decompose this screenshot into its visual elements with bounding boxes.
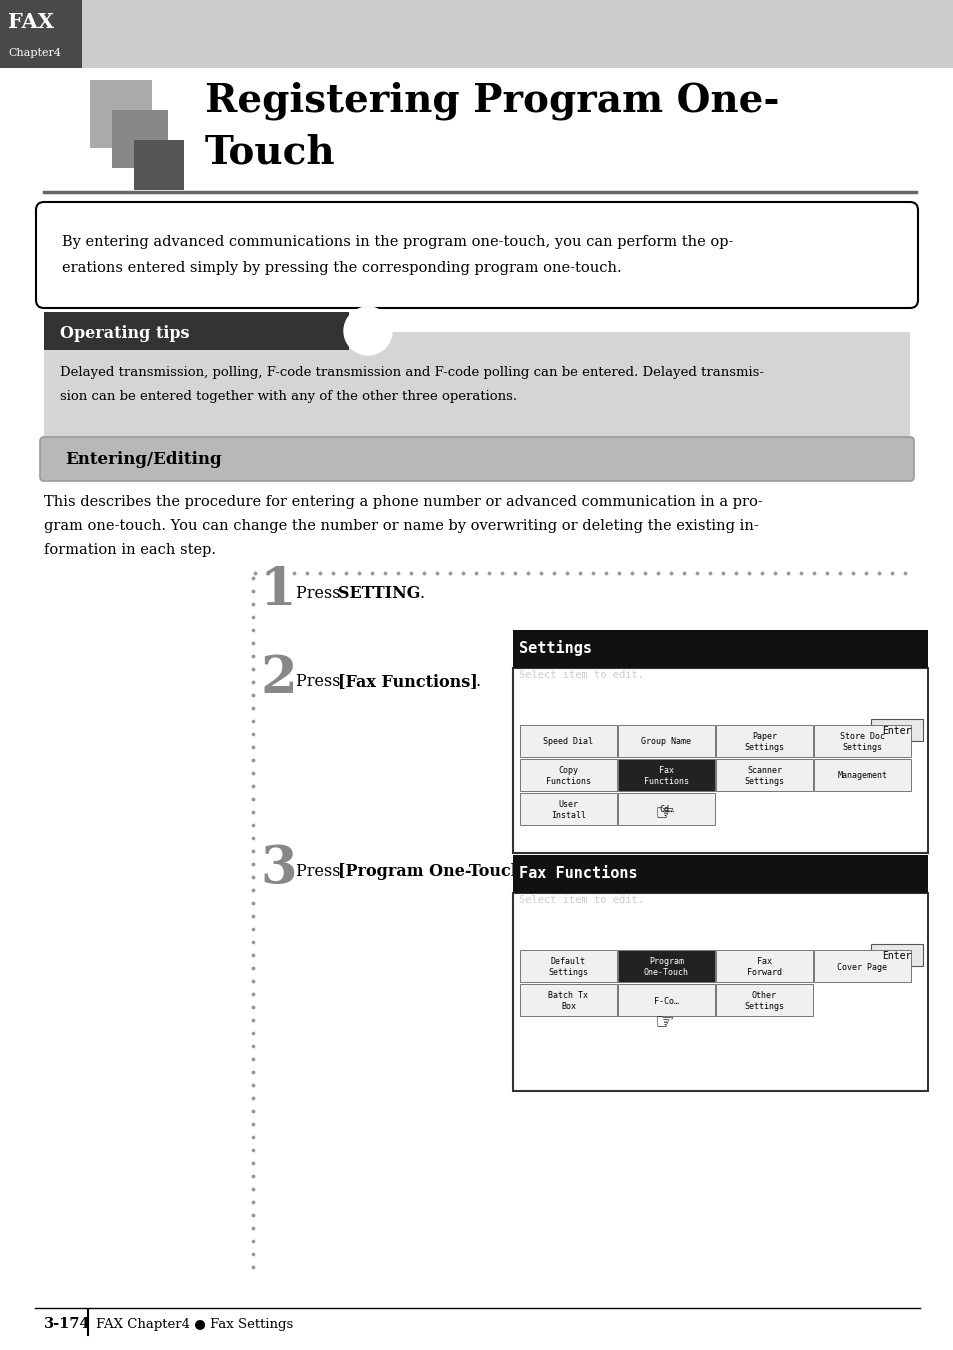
Text: Settings: Settings: [518, 640, 592, 656]
Text: 3: 3: [260, 842, 296, 894]
Text: [Fax Functions]: [Fax Functions]: [337, 674, 477, 690]
FancyBboxPatch shape: [513, 892, 927, 1091]
Text: This describes the procedure for entering a phone number or advanced communicati: This describes the procedure for enterin…: [44, 495, 762, 509]
Text: Press: Press: [295, 585, 345, 602]
Text: Entering/Editing: Entering/Editing: [65, 451, 221, 468]
Text: SETTING: SETTING: [337, 585, 420, 602]
FancyBboxPatch shape: [716, 759, 812, 791]
Text: Scanner
Settings: Scanner Settings: [743, 767, 783, 786]
Text: Fax
Forward: Fax Forward: [746, 957, 781, 976]
FancyBboxPatch shape: [90, 80, 152, 148]
Text: 1: 1: [260, 566, 296, 616]
Text: ☞: ☞: [654, 1012, 673, 1033]
FancyBboxPatch shape: [40, 437, 913, 481]
FancyBboxPatch shape: [0, 0, 82, 68]
Text: Default
Settings: Default Settings: [548, 957, 588, 976]
FancyBboxPatch shape: [519, 950, 617, 981]
Text: 3-174: 3-174: [44, 1318, 91, 1331]
Text: Other
Settings: Other Settings: [743, 991, 783, 1011]
FancyBboxPatch shape: [44, 332, 909, 440]
FancyBboxPatch shape: [513, 855, 927, 892]
Circle shape: [344, 306, 392, 355]
FancyBboxPatch shape: [716, 725, 812, 757]
Text: .: .: [476, 674, 480, 690]
FancyBboxPatch shape: [813, 950, 910, 981]
FancyBboxPatch shape: [813, 725, 910, 757]
FancyBboxPatch shape: [618, 792, 714, 825]
FancyBboxPatch shape: [618, 984, 714, 1017]
FancyBboxPatch shape: [618, 725, 714, 757]
Text: Management: Management: [837, 771, 886, 780]
Text: Paper
Settings: Paper Settings: [743, 732, 783, 752]
FancyBboxPatch shape: [112, 109, 168, 167]
FancyBboxPatch shape: [716, 950, 812, 981]
Text: Select item to edit.: Select item to edit.: [518, 670, 643, 680]
Text: Chapter4: Chapter4: [8, 49, 61, 58]
Text: formation in each step.: formation in each step.: [44, 543, 215, 558]
FancyBboxPatch shape: [813, 759, 910, 791]
Text: gram one-touch. You can change the number or name by overwriting or deleting the: gram one-touch. You can change the numbe…: [44, 518, 758, 533]
FancyBboxPatch shape: [870, 944, 923, 967]
FancyBboxPatch shape: [716, 984, 812, 1017]
FancyBboxPatch shape: [519, 792, 617, 825]
Text: Program
One-Touch: Program One-Touch: [643, 957, 688, 976]
FancyBboxPatch shape: [519, 725, 617, 757]
FancyBboxPatch shape: [513, 630, 927, 668]
FancyBboxPatch shape: [44, 312, 349, 350]
FancyBboxPatch shape: [618, 759, 714, 791]
Text: FAX Chapter4 ● Fax Settings: FAX Chapter4 ● Fax Settings: [96, 1318, 293, 1331]
Text: Delayed transmission, polling, F-code transmission and F-code polling can be ent: Delayed transmission, polling, F-code tr…: [60, 366, 763, 379]
Text: FAX: FAX: [8, 12, 54, 32]
Text: Registering Program One-: Registering Program One-: [205, 82, 779, 120]
Text: Fax Functions: Fax Functions: [518, 865, 637, 882]
FancyBboxPatch shape: [513, 668, 927, 853]
FancyBboxPatch shape: [519, 759, 617, 791]
FancyBboxPatch shape: [870, 720, 923, 741]
FancyBboxPatch shape: [36, 202, 917, 308]
FancyBboxPatch shape: [519, 984, 617, 1017]
FancyBboxPatch shape: [82, 0, 953, 68]
Text: Press: Press: [295, 674, 345, 690]
Text: Touch: Touch: [205, 134, 335, 171]
Text: Press: Press: [295, 863, 345, 880]
Text: Operating tips: Operating tips: [60, 325, 190, 342]
Text: .: .: [561, 863, 566, 880]
Text: Copy
Functions: Copy Functions: [545, 767, 590, 786]
Text: Speed Dial: Speed Dial: [543, 737, 593, 747]
Text: Fax
Functions: Fax Functions: [643, 767, 688, 786]
Text: F-Co…: F-Co…: [654, 996, 679, 1006]
Text: Store Doc
Settings: Store Doc Settings: [840, 732, 884, 752]
Text: Enter: Enter: [882, 950, 911, 961]
FancyBboxPatch shape: [133, 140, 184, 190]
Text: Enter: Enter: [882, 726, 911, 736]
Text: Batch Tx
Box: Batch Tx Box: [548, 991, 588, 1011]
Text: sion can be entered together with any of the other three operations.: sion can be entered together with any of…: [60, 390, 517, 404]
Text: [Program One-Touch]: [Program One-Touch]: [337, 863, 529, 880]
Text: By entering advanced communications in the program one-touch, you can perform th: By entering advanced communications in t…: [62, 235, 733, 248]
Text: Group Name: Group Name: [640, 737, 691, 747]
Text: Cd…: Cd…: [659, 806, 673, 814]
FancyBboxPatch shape: [618, 950, 714, 981]
Text: Cover Page: Cover Page: [837, 963, 886, 972]
Text: User
Install: User Install: [551, 801, 585, 819]
Text: ☞: ☞: [654, 805, 673, 823]
Text: .: .: [419, 585, 425, 602]
Text: erations entered simply by pressing the corresponding program one-touch.: erations entered simply by pressing the …: [62, 261, 621, 275]
Text: 2: 2: [260, 653, 296, 703]
Text: Select item to edit.: Select item to edit.: [518, 895, 643, 905]
